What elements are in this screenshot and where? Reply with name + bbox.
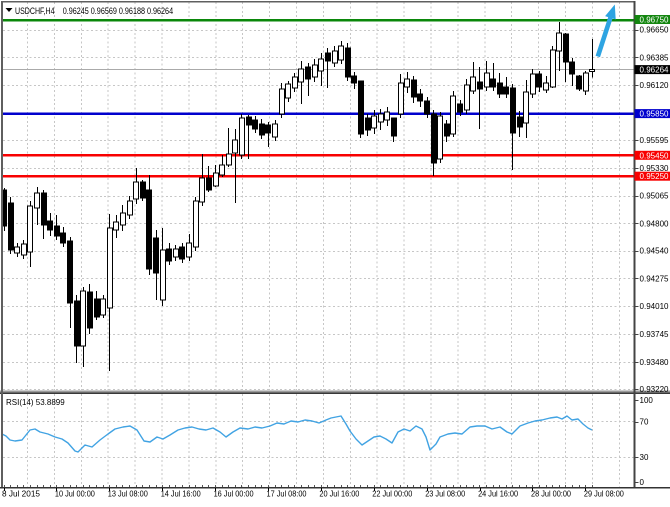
svg-text:0.94540: 0.94540 <box>640 247 670 256</box>
svg-text:17 Jul 08:00: 17 Jul 08:00 <box>267 490 308 499</box>
svg-text:23 Jul 08:00: 23 Jul 08:00 <box>425 490 466 499</box>
svg-text:0.95250: 0.95250 <box>640 172 670 181</box>
svg-text:0.96650: 0.96650 <box>640 26 670 35</box>
svg-text:29 Jul 08:00: 29 Jul 08:00 <box>584 490 625 499</box>
svg-text:USDCHF,H4: USDCHF,H4 <box>15 6 55 16</box>
svg-text:10 Jul 00:00: 10 Jul 00:00 <box>55 490 96 499</box>
svg-text:100: 100 <box>640 396 654 405</box>
svg-text:70: 70 <box>640 418 649 427</box>
svg-text:0.94800: 0.94800 <box>640 219 670 228</box>
svg-text:22 Jul 00:00: 22 Jul 00:00 <box>372 490 413 499</box>
svg-text:0.93480: 0.93480 <box>640 358 670 367</box>
svg-text:0.94010: 0.94010 <box>640 302 670 311</box>
svg-text:0.95850: 0.95850 <box>640 110 670 119</box>
svg-text:0.94275: 0.94275 <box>640 275 670 284</box>
svg-text:0.93745: 0.93745 <box>640 330 670 339</box>
svg-text:0.95450: 0.95450 <box>640 151 670 160</box>
svg-text:0.96750: 0.96750 <box>640 16 670 25</box>
svg-text:13 Jul 08:00: 13 Jul 08:00 <box>108 490 149 499</box>
svg-text:0.96245 0.96569 0.96188 0.9626: 0.96245 0.96569 0.96188 0.96264 <box>63 6 173 16</box>
svg-text:0.93220: 0.93220 <box>640 385 670 394</box>
svg-text:8 Jul 2015: 8 Jul 2015 <box>2 490 41 499</box>
svg-text:30: 30 <box>640 453 649 462</box>
svg-text:0.96120: 0.96120 <box>640 81 670 90</box>
svg-text:28 Jul 00:00: 28 Jul 00:00 <box>531 490 572 499</box>
svg-text:24 Jul 16:00: 24 Jul 16:00 <box>478 490 519 499</box>
svg-text:0: 0 <box>640 478 645 487</box>
svg-text:0.95595: 0.95595 <box>640 136 670 145</box>
svg-text:0.96264: 0.96264 <box>640 66 670 75</box>
svg-text:14 Jul 16:00: 14 Jul 16:00 <box>161 490 202 499</box>
svg-text:16 Jul 00:00: 16 Jul 00:00 <box>214 490 255 499</box>
svg-text:RSI(14) 53.8899: RSI(14) 53.8899 <box>6 398 65 407</box>
svg-text:20 Jul 16:00: 20 Jul 16:00 <box>319 490 360 499</box>
svg-text:0.96385: 0.96385 <box>640 53 670 62</box>
svg-text:0.95065: 0.95065 <box>640 192 670 201</box>
